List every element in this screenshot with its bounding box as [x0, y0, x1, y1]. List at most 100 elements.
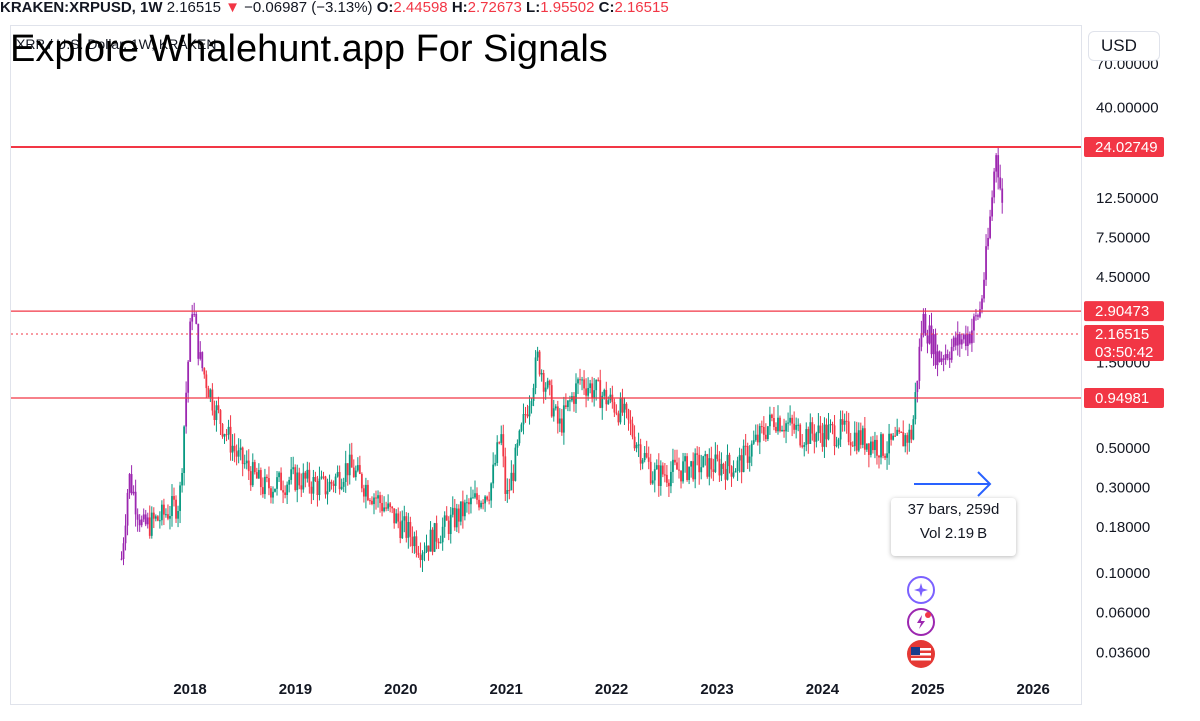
candle-body — [453, 507, 456, 528]
candle-body — [908, 429, 911, 443]
candle-body — [797, 424, 800, 426]
candle-body — [350, 454, 353, 468]
candle-body — [286, 484, 289, 495]
candle-body — [468, 502, 470, 505]
candle-body — [249, 471, 252, 486]
candle-body — [643, 452, 646, 461]
candle-body — [682, 461, 684, 482]
candle-body — [425, 545, 428, 552]
candle-body — [615, 412, 618, 414]
candle-body — [857, 430, 860, 451]
measure-arrow-head — [977, 471, 992, 497]
candle-body — [726, 454, 729, 480]
candle-body — [833, 425, 836, 447]
level-price-label: 24.02749 — [1095, 139, 1158, 156]
candle-body — [975, 315, 977, 317]
candle-body — [484, 496, 486, 504]
candle-body — [272, 491, 274, 498]
candle-body — [560, 418, 563, 433]
candle-body — [538, 351, 541, 375]
candle-body — [365, 484, 367, 497]
candle-body — [938, 351, 941, 362]
candle-body — [534, 357, 537, 388]
candle-body — [837, 439, 840, 446]
candle-body — [522, 414, 525, 425]
candle-body — [993, 171, 996, 198]
candle-body — [906, 435, 909, 443]
candle-body — [564, 405, 567, 408]
candle-body — [356, 465, 359, 471]
candle-body — [429, 529, 432, 552]
candle-body — [769, 414, 771, 427]
currency-button[interactable]: USD — [1088, 31, 1160, 61]
candle-body — [342, 481, 345, 487]
y-tick-label: 12.50000 — [1096, 190, 1159, 207]
candle-body — [314, 477, 317, 482]
candle-body — [599, 380, 602, 408]
candle-body — [591, 383, 594, 398]
candle-body — [362, 488, 365, 497]
candle-body — [849, 442, 852, 446]
candle-body — [603, 389, 606, 396]
candle-body — [631, 423, 634, 437]
candle-body — [764, 434, 767, 440]
candle-body — [617, 413, 620, 423]
candle-body — [163, 504, 165, 515]
candle-body — [348, 454, 351, 476]
candle-body — [930, 325, 933, 355]
candle-body — [488, 499, 491, 501]
candle-body — [459, 501, 462, 522]
candle-body — [639, 444, 642, 464]
candle-body — [668, 482, 670, 487]
candle-body — [896, 429, 899, 436]
candle-body — [811, 422, 814, 434]
candle-body — [633, 436, 636, 449]
candle-body — [918, 346, 921, 381]
lightning-alert-icon[interactable] — [907, 608, 935, 636]
candle-body — [872, 441, 874, 451]
candle-body — [512, 472, 515, 481]
candle-body — [920, 333, 923, 347]
candle-body — [698, 454, 701, 473]
candle-body — [627, 409, 630, 420]
candle-body — [407, 521, 410, 538]
candle-body — [706, 454, 709, 477]
candle-body — [177, 511, 179, 519]
candle-body — [340, 486, 343, 490]
sparkle-icon[interactable] — [907, 576, 935, 604]
candle-body — [815, 433, 818, 442]
candle-body — [597, 379, 600, 381]
candle-body — [730, 466, 733, 477]
candle-body — [787, 422, 789, 424]
x-tick-label: 2024 — [806, 681, 840, 698]
candle-body — [508, 490, 511, 492]
candle-body — [821, 433, 824, 447]
candle-body — [152, 512, 155, 519]
candle-body — [845, 420, 848, 422]
candle-body — [502, 434, 505, 457]
open-value: 2.44598 — [393, 0, 448, 16]
candle-body — [199, 352, 202, 359]
candle-body — [435, 523, 438, 542]
candle-body — [225, 434, 228, 436]
candle-body — [948, 358, 951, 360]
candle-body — [746, 446, 749, 463]
candle-body — [173, 496, 175, 500]
candle-body — [934, 334, 937, 366]
candle-body — [807, 429, 810, 444]
candle-body — [138, 519, 141, 526]
level-price-label: 0.94981 — [1095, 390, 1149, 407]
candle-body — [470, 497, 472, 505]
candle-body — [708, 458, 711, 477]
candle-body — [819, 425, 822, 434]
candle-body — [276, 477, 278, 489]
candle-body — [855, 432, 858, 451]
candle-body — [865, 443, 868, 450]
candle-body — [179, 485, 181, 512]
candle-body — [593, 390, 596, 398]
candle-body — [191, 314, 194, 322]
us-flag-icon[interactable] — [907, 640, 935, 668]
candle-body — [686, 456, 688, 480]
candle-body — [266, 476, 268, 479]
